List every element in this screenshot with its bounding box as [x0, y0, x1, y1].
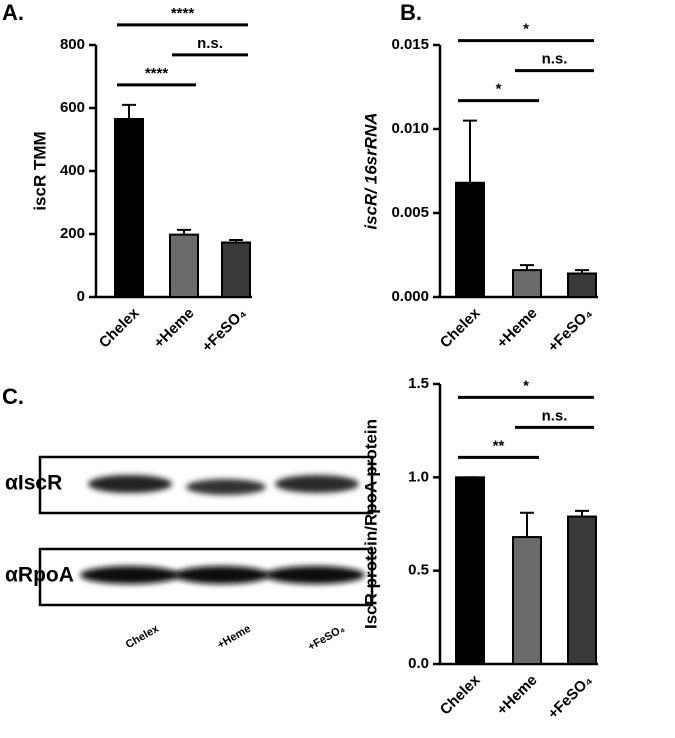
bar-chart: 0 200 400 600 800 iscR TMM Chelex +Heme +FeSO₄ **…	[30, 5, 252, 356]
bar	[455, 476, 485, 666]
y-tick-label: 0.015	[391, 36, 429, 53]
y-tick-label: 400	[60, 162, 85, 179]
significance-label: *	[523, 21, 529, 38]
western-blot: αIscR αRpoA Chelex +Heme +FeSO₄	[5, 455, 374, 654]
bar	[567, 515, 597, 665]
y-tick-label: 0.000	[391, 288, 429, 305]
blot-row-label: αRpoA	[5, 564, 74, 587]
error-bar	[520, 264, 534, 271]
y-tick-label: 1.5	[408, 375, 429, 392]
error-bar	[463, 119, 477, 183]
x-tick-label: Chelex	[437, 304, 484, 351]
error-bar	[575, 269, 589, 274]
band	[80, 566, 180, 584]
y-tick-label: 0.0	[408, 655, 429, 672]
significance-label: *	[496, 81, 502, 98]
lane-label: +FeSO₄	[306, 623, 347, 654]
panel-label: B.	[400, 0, 422, 25]
significance-label: *	[523, 377, 529, 394]
y-tick-label: 800	[60, 36, 85, 53]
significance-label: ****	[145, 65, 169, 82]
band	[186, 479, 266, 495]
bar	[221, 241, 251, 299]
x-tick-label: +FeSO₄	[545, 305, 596, 356]
error-bar	[520, 511, 534, 538]
x-tick-label: +Heme	[494, 305, 541, 352]
y-axis-label: IscR protein/RpoA protein	[361, 419, 380, 629]
x-tick-label: +Heme	[151, 305, 198, 352]
x-tick-label: +Heme	[494, 672, 541, 719]
y-tick-label: 200	[60, 225, 85, 242]
x-tick-label: +FeSO₄	[199, 305, 250, 356]
y-tick-label: 0.010	[391, 120, 429, 137]
y-tick-label: 600	[60, 99, 85, 116]
band	[174, 566, 270, 584]
bar	[512, 269, 542, 298]
y-tick-label: 0.005	[391, 204, 429, 221]
band	[275, 475, 359, 493]
x-tick-label: Chelex	[437, 671, 484, 718]
y-tick-label: 0.5	[408, 562, 429, 579]
significance-label: n.s.	[197, 35, 223, 52]
significance-label: ****	[171, 5, 195, 22]
significance-label: **	[493, 437, 505, 454]
y-tick-label: 0	[77, 288, 85, 305]
error-bar	[229, 238, 243, 243]
blot-row-label: αIscR	[5, 472, 62, 495]
error-bar	[575, 509, 589, 517]
bar	[512, 536, 542, 665]
band	[88, 475, 172, 493]
x-tick-label: Chelex	[96, 304, 143, 351]
panel-label: C.	[2, 384, 24, 409]
x-tick-label: +FeSO₄	[545, 672, 596, 723]
y-axis-label: iscR/ 16srRNA	[361, 112, 380, 229]
panel-label: A.	[2, 0, 24, 25]
bar	[567, 272, 597, 299]
error-bar	[122, 103, 136, 120]
bar-chart: 0.0 0.5 1.0 1.5 IscR protein/RpoA protein Che…	[361, 375, 598, 723]
error-bar	[177, 228, 191, 235]
significance-label: n.s.	[542, 51, 568, 68]
bar	[455, 181, 485, 298]
bar	[114, 118, 144, 299]
y-axis-label: iscR TMM	[30, 131, 49, 210]
y-tick-label: 1.0	[408, 468, 429, 485]
significance-label: n.s.	[542, 407, 568, 424]
band	[265, 566, 365, 584]
lane-label: Chelex	[124, 622, 162, 651]
lane-label: +Heme	[215, 623, 253, 652]
bar	[169, 233, 199, 299]
